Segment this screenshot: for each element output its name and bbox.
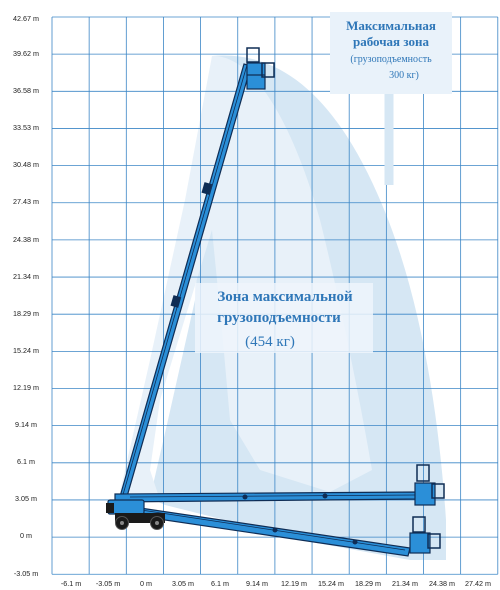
y-tick-label: 39.62 m xyxy=(13,49,39,58)
y-tick-label: 42.67 m xyxy=(13,14,39,23)
x-tick-label: 6.1 m xyxy=(211,579,229,588)
x-tick-label: 3.05 m xyxy=(172,579,194,588)
inner-zone-capacity: (454 кг) xyxy=(245,334,295,350)
y-tick-label: -3.05 m xyxy=(14,569,38,578)
boom-joint xyxy=(170,295,182,308)
inner-zone-title: грузоподъемности xyxy=(217,310,341,326)
boom-joint xyxy=(201,182,213,195)
outer-zone-label: Максимальная рабочая зона (грузоподъемно… xyxy=(330,12,452,185)
y-tick-label: 30.48 m xyxy=(13,160,39,169)
basket-cage xyxy=(246,62,266,90)
boom-horizontal-seam xyxy=(129,494,416,498)
x-tick-label: -6.1 m xyxy=(61,579,81,588)
x-tick-label: 15.24 m xyxy=(318,579,344,588)
boom-raised-seam xyxy=(119,64,248,506)
x-axis-labels: -6.1 m -3.05 m 0 m 3.05 m 6.1 m 9.14 m 1… xyxy=(61,579,491,588)
boom-joint xyxy=(272,527,278,533)
x-tick-label: 21.34 m xyxy=(392,579,418,588)
basket-rail xyxy=(431,483,445,499)
basket-cage xyxy=(414,482,436,506)
inner-zone-label-bg xyxy=(195,283,373,353)
y-tick-label: 33.53 m xyxy=(13,123,39,132)
y-tick-label: 3.05 m xyxy=(15,494,37,503)
wheel-hub xyxy=(155,521,159,525)
counterweight xyxy=(106,503,114,513)
y-tick-label: 6.1 m xyxy=(17,457,35,466)
outer-zone-capacity: (грузоподъемность xyxy=(350,54,432,65)
inner-zone-label: Зона максимальной грузоподъемности (454 … xyxy=(195,283,373,353)
x-tick-label: 0 m xyxy=(140,579,152,588)
x-tick-label: -3.05 m xyxy=(96,579,120,588)
x-tick-label: 24.38 m xyxy=(429,579,455,588)
y-tick-label: 0 m xyxy=(20,531,32,540)
basket-rail xyxy=(416,464,430,482)
basket-mid xyxy=(414,464,445,506)
basket-rail xyxy=(412,516,426,533)
y-tick-label: 15.24 m xyxy=(13,346,39,355)
basket-rail xyxy=(246,47,260,63)
y-tick-label: 21.34 m xyxy=(13,272,39,281)
inner-zone-title: Зона максимальной xyxy=(217,289,353,305)
boom-joint xyxy=(322,493,328,499)
basket-cage xyxy=(409,532,431,554)
x-tick-label: 18.29 m xyxy=(355,579,381,588)
wheel-hub xyxy=(120,521,124,525)
basket-rail xyxy=(427,533,441,549)
y-tick-label: 18.29 m xyxy=(13,309,39,318)
y-tick-label: 27.43 m xyxy=(13,197,39,206)
y-axis-labels: 42.67 m 39.62 m 36.58 m 33.53 m 30.48 m … xyxy=(13,14,39,578)
x-tick-label: 27.42 m xyxy=(465,579,491,588)
outer-zone-label-bg xyxy=(330,12,452,94)
basket-low xyxy=(409,516,441,554)
boom-joint xyxy=(352,539,358,545)
x-tick-label: 12.19 m xyxy=(281,579,307,588)
x-tick-label: 9.14 m xyxy=(246,579,268,588)
y-tick-label: 9.14 m xyxy=(15,420,37,429)
outer-zone-title: рабочая зона xyxy=(353,34,429,49)
boom-joint xyxy=(242,494,248,500)
machine-base xyxy=(106,499,165,530)
boom-lowered-seam xyxy=(127,507,406,551)
y-tick-label: 12.19 m xyxy=(13,383,39,392)
chassis xyxy=(115,513,165,523)
outer-zone-capacity: 300 кг) xyxy=(389,70,419,81)
y-tick-label: 24.38 m xyxy=(13,235,39,244)
basket-rail xyxy=(261,62,275,78)
outer-zone-title: Максимальная xyxy=(346,18,436,33)
y-tick-label: 36.58 m xyxy=(13,86,39,95)
basket-top xyxy=(246,47,275,90)
inner-capacity-zone xyxy=(120,55,372,501)
